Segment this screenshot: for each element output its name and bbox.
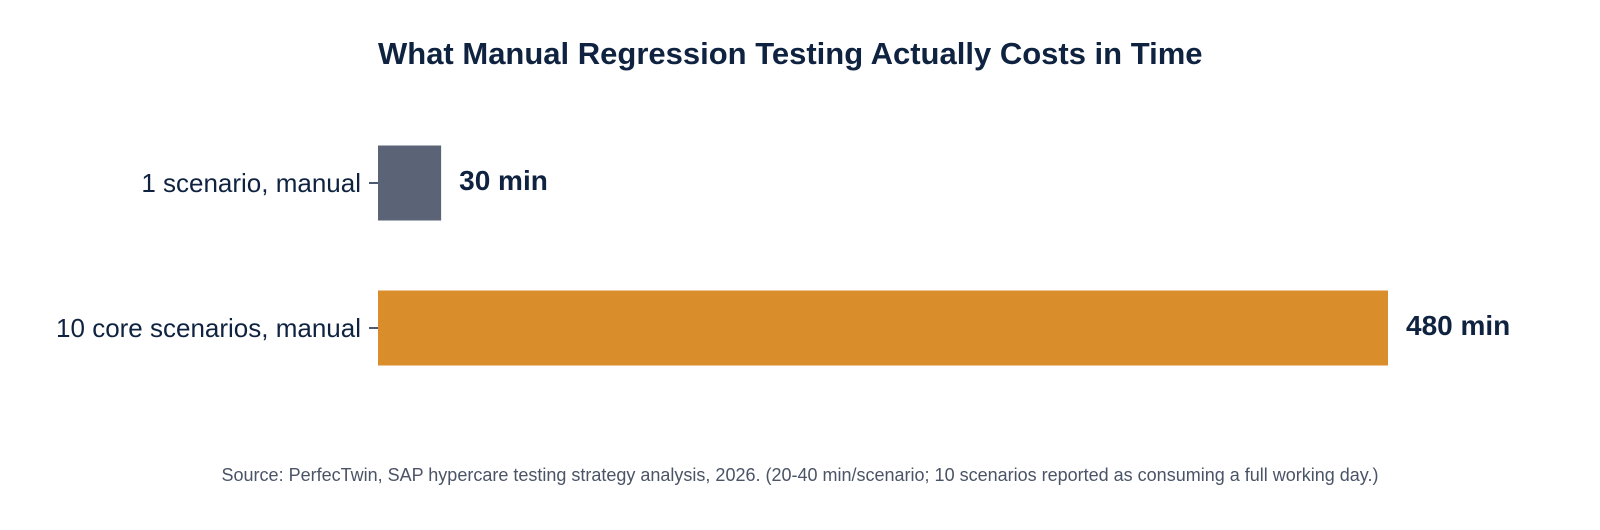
- source-note: Source: PerfecTwin, SAP hypercare testin…: [221, 465, 1379, 485]
- chart-title: What Manual Regression Testing Actually …: [378, 36, 1203, 71]
- value-label-2: 480 min: [1406, 310, 1510, 341]
- category-label-1: 1 scenario, manual: [141, 168, 361, 198]
- category-label-2: 10 core scenarios, manual: [56, 313, 361, 343]
- bar-1: [378, 145, 442, 221]
- value-label-1: 30 min: [459, 165, 548, 196]
- bar-2: [378, 290, 1388, 366]
